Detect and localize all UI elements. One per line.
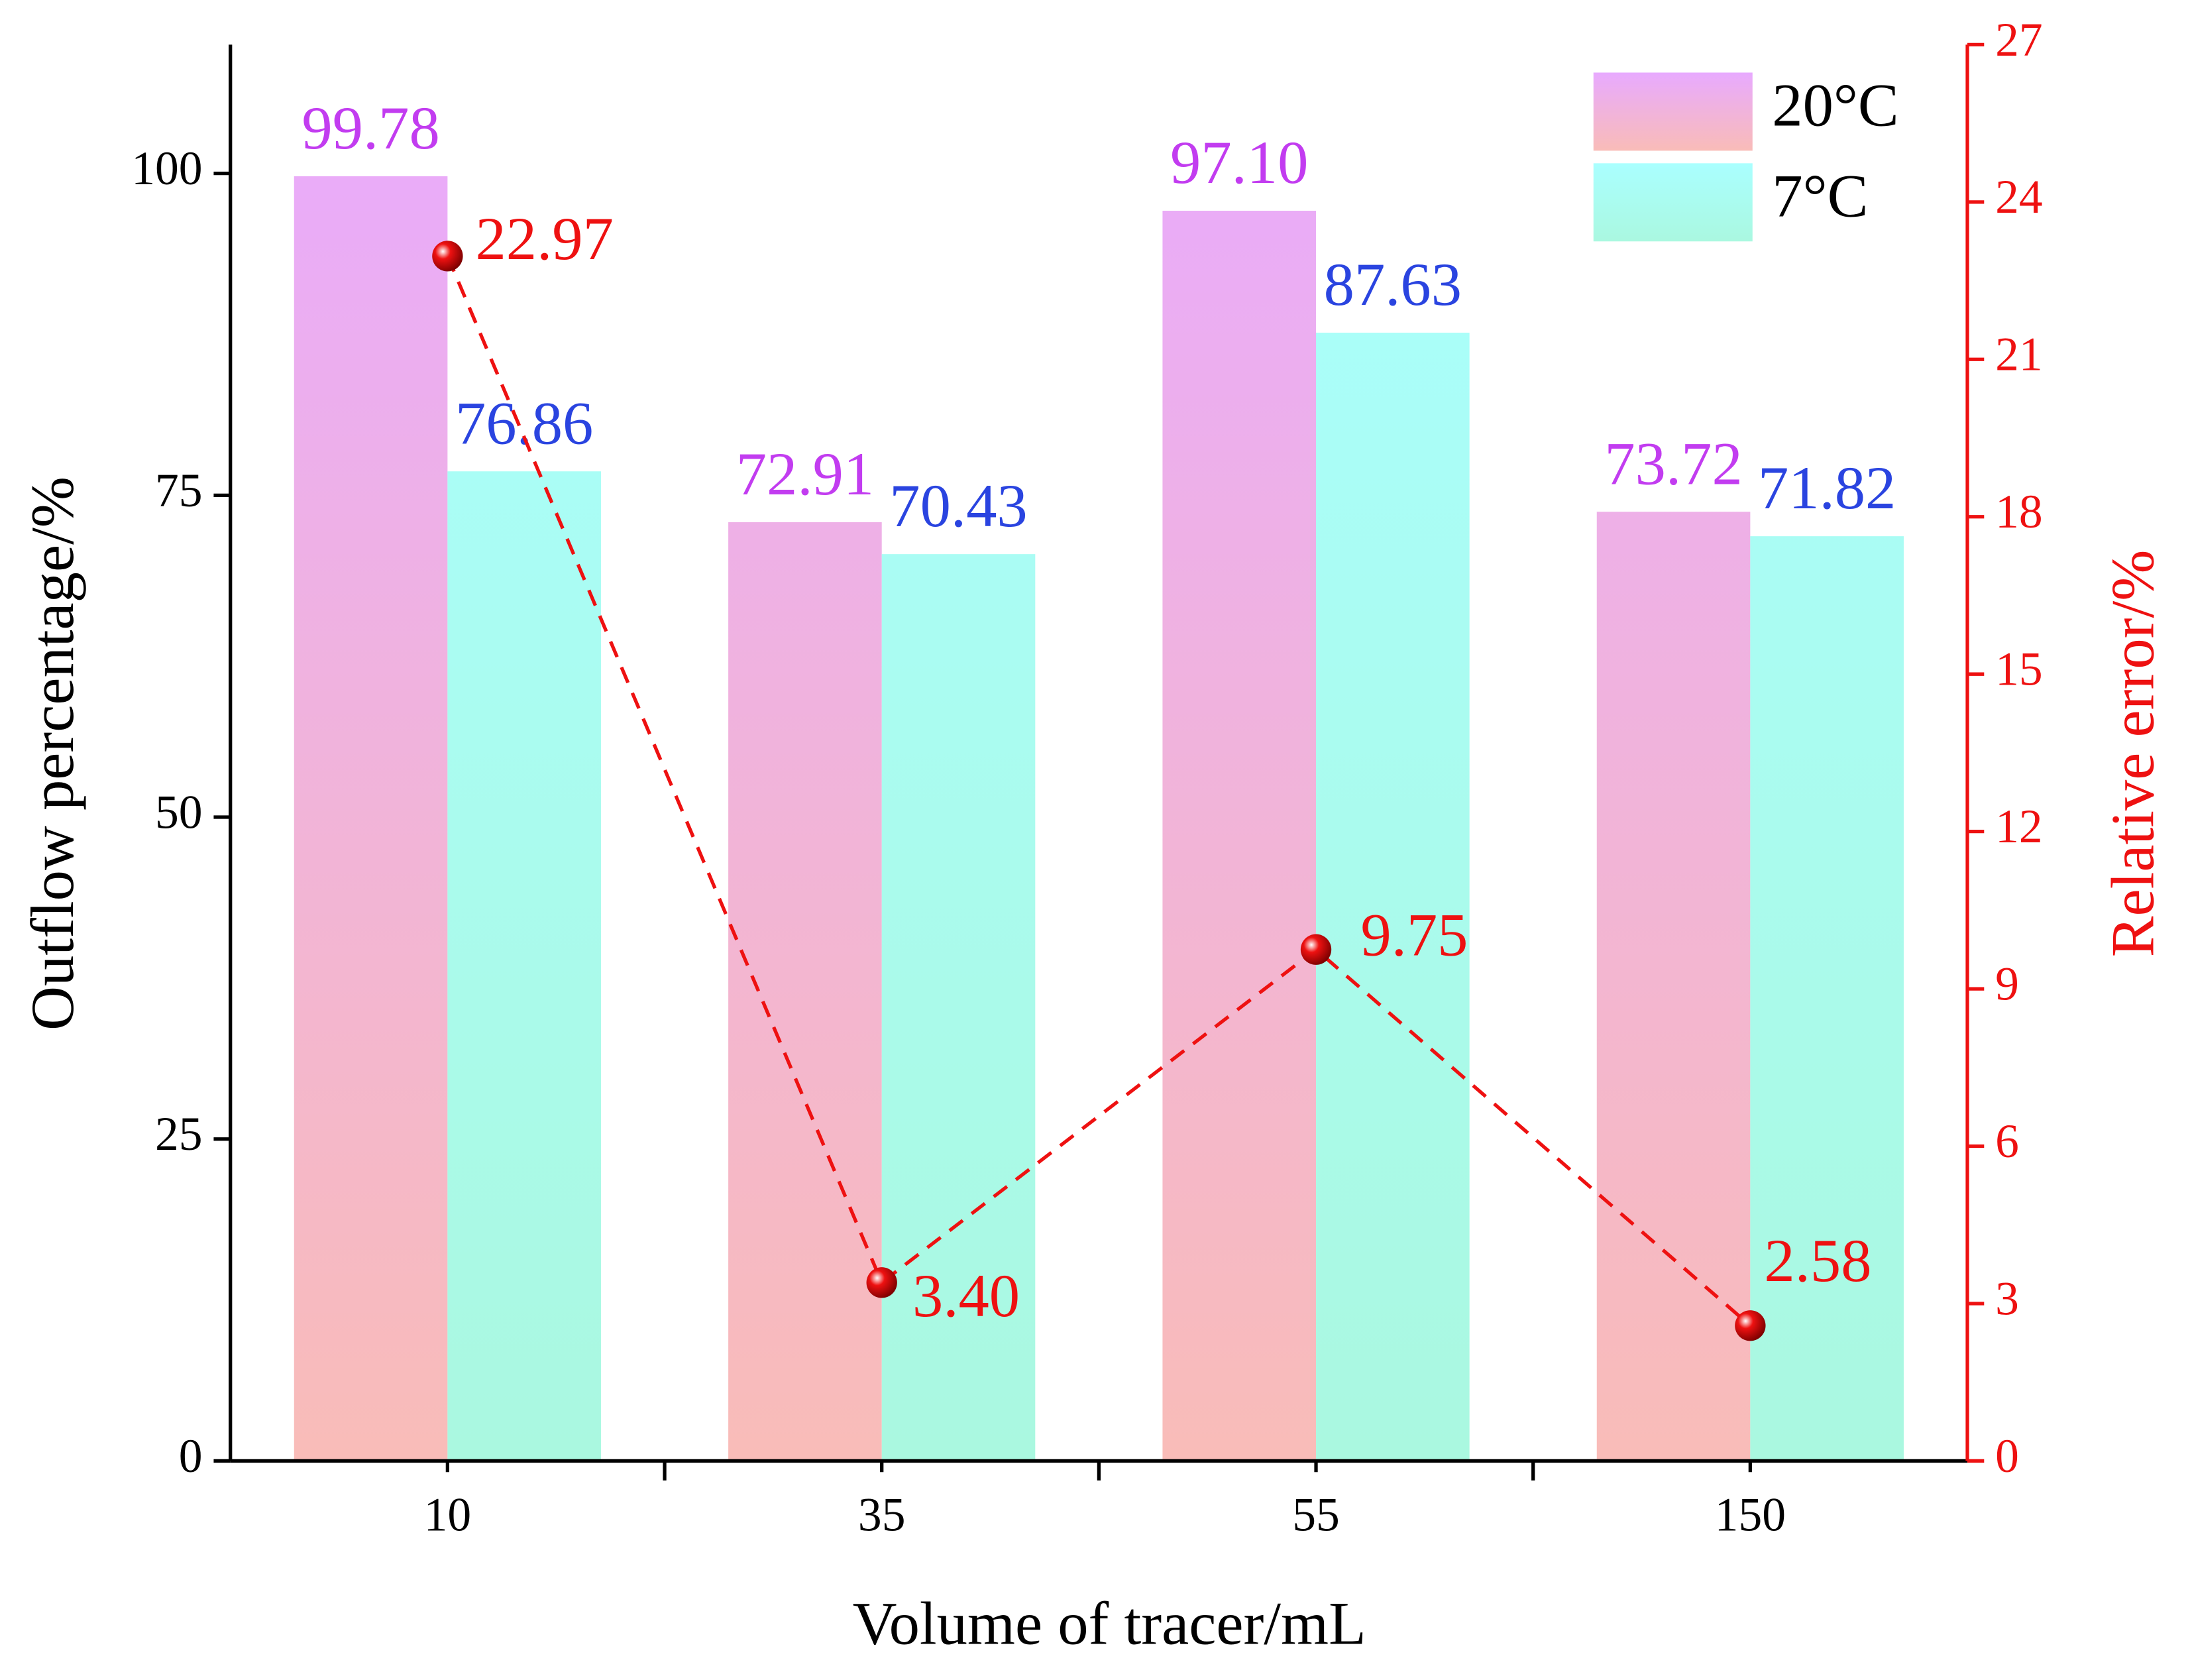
bar-value-label: 72.91 xyxy=(736,440,874,508)
y-tick-label: 50 xyxy=(155,786,203,838)
y2-tick-label: 3 xyxy=(1995,1272,2019,1325)
y2-tick-label: 21 xyxy=(1995,329,2043,381)
bar xyxy=(1162,210,1317,1461)
line-point xyxy=(866,1267,897,1298)
bar-value-label: 70.43 xyxy=(889,472,1027,540)
y-tick-label: 100 xyxy=(131,142,202,195)
bar xyxy=(1316,332,1470,1461)
bar xyxy=(294,176,448,1461)
y-tick-label: 75 xyxy=(155,465,203,517)
y2-tick-label: 24 xyxy=(1995,171,2043,223)
line-value-label: 22.97 xyxy=(475,205,613,273)
y2-axis-title: Relative error/% xyxy=(2099,550,2167,958)
bar-value-label: 71.82 xyxy=(1758,454,1896,522)
x-tick-label: 55 xyxy=(1292,1488,1340,1541)
y2-tick-label: 12 xyxy=(1995,801,2043,853)
y2-tick-label: 9 xyxy=(1995,958,2019,1011)
x-tick-label: 10 xyxy=(424,1488,472,1541)
x-tick-label: 150 xyxy=(1715,1488,1786,1541)
bar xyxy=(1596,512,1751,1461)
bar-value-label: 73.72 xyxy=(1604,429,1742,498)
legend-label: 7°C xyxy=(1772,162,1868,231)
bar xyxy=(1750,536,1904,1461)
legend-label: 20°C xyxy=(1772,72,1898,140)
line-point xyxy=(432,241,463,272)
line-value-label: 3.40 xyxy=(912,1262,1020,1330)
y2-tick-label: 0 xyxy=(1995,1430,2019,1483)
y-tick-label: 25 xyxy=(155,1108,203,1160)
line-point xyxy=(1735,1310,1766,1341)
y2-tick-label: 18 xyxy=(1995,486,2043,538)
y2-tick-label: 27 xyxy=(1995,14,2043,66)
line-value-label: 2.58 xyxy=(1764,1227,1871,1295)
bar-value-label: 87.63 xyxy=(1324,251,1462,319)
bar xyxy=(728,522,882,1461)
y2-tick-label: 6 xyxy=(1995,1115,2019,1168)
y2-tick-label: 15 xyxy=(1995,644,2043,696)
bar-value-label: 99.78 xyxy=(301,94,439,162)
line-value-label: 9.75 xyxy=(1360,901,1468,969)
line-series xyxy=(445,255,1752,1327)
legend-swatch xyxy=(1593,163,1753,242)
x-axis-title: Volume of tracer/mL xyxy=(853,1589,1366,1657)
bar xyxy=(447,471,601,1461)
x-tick-label: 35 xyxy=(858,1488,906,1541)
bar-value-label: 97.10 xyxy=(1170,129,1308,197)
bar xyxy=(881,554,1036,1461)
line-point xyxy=(1300,934,1332,965)
bar-value-label: 76.86 xyxy=(455,389,593,457)
legend-swatch xyxy=(1593,72,1753,151)
y-tick-label: 0 xyxy=(179,1430,203,1483)
y-axis-title: Outflow percentage/% xyxy=(19,476,87,1031)
